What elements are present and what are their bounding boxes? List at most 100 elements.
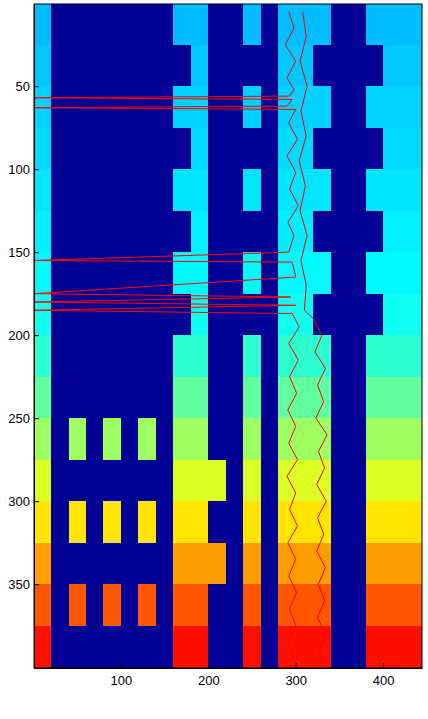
- cell: [173, 543, 191, 585]
- cell: [418, 128, 422, 170]
- cell: [243, 460, 261, 502]
- cell: [261, 4, 279, 45]
- cell: [261, 377, 279, 419]
- cell: [173, 501, 191, 543]
- cell: [121, 45, 139, 87]
- cell: [348, 211, 366, 253]
- cell: [156, 626, 174, 668]
- cell: [103, 128, 121, 170]
- cell: [331, 128, 349, 170]
- cell: [418, 335, 422, 377]
- cell: [138, 4, 156, 45]
- cell: [34, 460, 52, 502]
- cell: [226, 584, 244, 626]
- cell: [261, 128, 279, 170]
- cell: [366, 211, 384, 253]
- cell: [138, 543, 156, 585]
- tick: 300: [285, 663, 307, 688]
- cell: [191, 377, 209, 419]
- cell: [261, 294, 279, 336]
- tick-label: 150: [8, 245, 30, 260]
- cell: [383, 460, 401, 502]
- cell: [331, 294, 349, 336]
- cell: [226, 4, 244, 45]
- cell: [313, 252, 331, 294]
- cell: [156, 335, 174, 377]
- tick-label: 100: [8, 162, 30, 177]
- cell: [278, 377, 296, 419]
- cell: [208, 128, 226, 170]
- cell: [208, 211, 226, 253]
- cell: [34, 335, 52, 377]
- tick: 150: [8, 245, 39, 260]
- cell: [296, 377, 314, 419]
- cell: [191, 45, 209, 87]
- cell: [208, 460, 226, 502]
- cell: [51, 45, 69, 87]
- cell: [103, 584, 121, 626]
- cell: [401, 294, 419, 336]
- cell: [156, 543, 174, 585]
- cell: [34, 128, 52, 170]
- cell: [156, 128, 174, 170]
- cell: [348, 252, 366, 294]
- cell: [173, 252, 191, 294]
- cell: [331, 543, 349, 585]
- cell: [348, 45, 366, 87]
- cell: [226, 418, 244, 460]
- cell: [191, 460, 209, 502]
- cell: [208, 626, 226, 668]
- cell: [348, 86, 366, 128]
- cell: [401, 86, 419, 128]
- cell: [243, 626, 261, 668]
- cell: [51, 211, 69, 253]
- cell: [348, 377, 366, 419]
- cell: [138, 335, 156, 377]
- cell: [34, 501, 52, 543]
- cell: [121, 128, 139, 170]
- cell: [296, 543, 314, 585]
- cell: [418, 211, 422, 253]
- cell: [138, 128, 156, 170]
- cell: [313, 4, 331, 45]
- cell: [278, 169, 296, 211]
- cell: [366, 294, 384, 336]
- cell: [51, 584, 69, 626]
- cell: [156, 211, 174, 253]
- cell: [226, 626, 244, 668]
- tick-mark: [34, 501, 39, 502]
- cell: [401, 501, 419, 543]
- tick-mark: [383, 663, 384, 668]
- cell: [103, 4, 121, 45]
- cell: [296, 252, 314, 294]
- cell: [86, 418, 104, 460]
- cell: [121, 626, 139, 668]
- trace-line: [299, 11, 327, 663]
- cell: [348, 626, 366, 668]
- cell: [383, 626, 401, 668]
- cell: [86, 45, 104, 87]
- tick-label: 300: [285, 673, 307, 688]
- cell: [418, 584, 422, 626]
- tick-mark: [296, 663, 297, 668]
- cell: [331, 86, 349, 128]
- cell: [401, 543, 419, 585]
- cell: [173, 211, 191, 253]
- cell: [34, 4, 52, 45]
- cell: [191, 169, 209, 211]
- cell: [138, 45, 156, 87]
- cell: [156, 252, 174, 294]
- cell: [296, 501, 314, 543]
- cell: [69, 335, 87, 377]
- cell: [331, 377, 349, 419]
- cell: [243, 4, 261, 45]
- cell: [208, 584, 226, 626]
- tick-label: 200: [8, 328, 30, 343]
- cell: [331, 418, 349, 460]
- cell: [191, 211, 209, 253]
- cell: [121, 460, 139, 502]
- cell: [313, 418, 331, 460]
- cell: [331, 211, 349, 253]
- cell: [69, 45, 87, 87]
- cell: [278, 4, 296, 45]
